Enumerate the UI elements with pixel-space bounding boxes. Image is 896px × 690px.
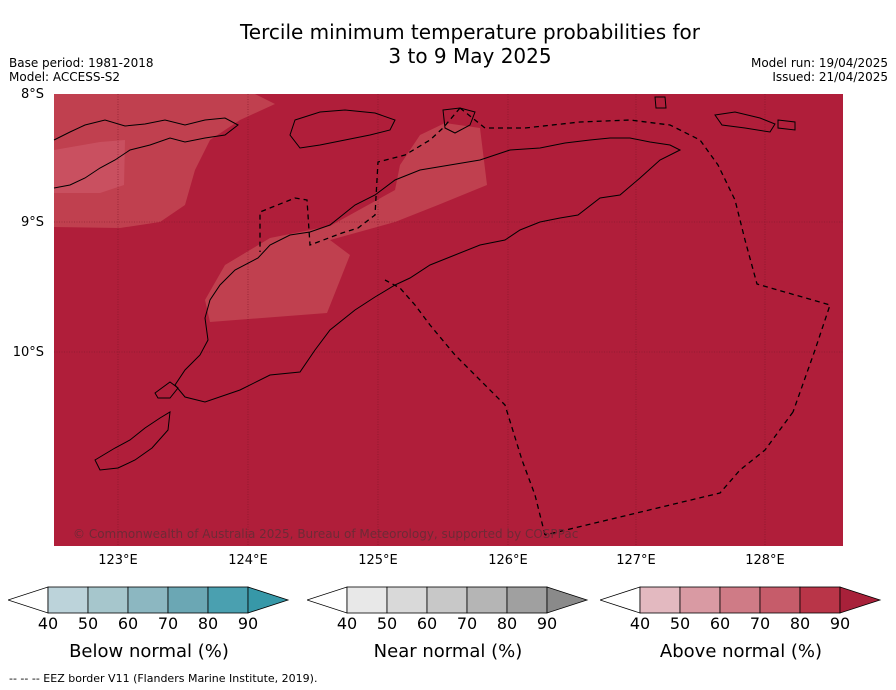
colorbar-title-below: Below normal (%) xyxy=(69,641,229,662)
lon-label-123e: 123°E xyxy=(98,553,138,568)
colorbar-tick-label: 80 xyxy=(496,614,518,633)
colorbar-segment xyxy=(47,586,89,614)
colorbar-right-arrow xyxy=(247,586,290,614)
title-line-2: 3 to 9 May 2025 xyxy=(388,44,552,68)
eez-border-diag xyxy=(384,279,546,536)
colorbar-segment xyxy=(127,586,169,614)
colorbar-tick-label: 40 xyxy=(629,614,651,633)
lon-label-124e: 124°E xyxy=(228,553,268,568)
flores-coastline xyxy=(53,117,239,189)
model-name: Model: ACCESS-S2 xyxy=(9,70,121,84)
eez-border-south xyxy=(544,411,794,536)
lighter-zone-east xyxy=(205,123,487,322)
colorbar-segment xyxy=(207,586,249,614)
colorbar-right-arrow xyxy=(839,586,882,614)
colorbar-tick-label: 40 xyxy=(37,614,59,633)
colorbar-tick-label: 90 xyxy=(829,614,851,633)
rote-coastline xyxy=(154,381,179,399)
colorbar-tick-label: 70 xyxy=(749,614,771,633)
lat-label-9s: 9°S xyxy=(20,215,44,230)
colorbar-segment xyxy=(386,586,428,614)
eez-borders xyxy=(259,107,831,536)
colorbar-segment xyxy=(167,586,209,614)
colorbar-below-normal xyxy=(8,586,290,616)
colorbar-segment xyxy=(679,586,721,614)
colorbar-title-above: Above normal (%) xyxy=(659,641,823,662)
island-east-coastline xyxy=(777,119,796,131)
colorbar-left-arrow xyxy=(8,586,49,614)
colorbar-title-near: Near normal (%) xyxy=(373,641,523,662)
tanimbar-coastline xyxy=(714,111,776,133)
copyright-credit: © Commonwealth of Australia 2025, Bureau… xyxy=(73,527,579,541)
lightest-zone-west xyxy=(54,140,125,193)
colorbar-tick-label: 90 xyxy=(536,614,558,633)
colorbar-tick-label: 80 xyxy=(197,614,219,633)
colorbar-tick-label: 60 xyxy=(416,614,438,633)
lon-label-125e: 125°E xyxy=(358,553,398,568)
island-small-coastline xyxy=(654,96,667,109)
map xyxy=(53,94,843,546)
base-period: Base period: 1981-2018 xyxy=(9,56,154,70)
colorbar-tick-label: 50 xyxy=(669,614,691,633)
colorbar-tick-label: 80 xyxy=(789,614,811,633)
colorbar-tick-label: 40 xyxy=(336,614,358,633)
colorbar-segment xyxy=(346,586,388,614)
colorbar-right-arrow xyxy=(546,586,589,614)
meta-right: Model run: 19/04/2025 Issued: 21/04/2025 xyxy=(751,56,888,84)
title-line-1: Tercile minimum temperature probabilitie… xyxy=(239,20,701,44)
colorbar-tick-label: 50 xyxy=(376,614,398,633)
colorbar-left-arrow xyxy=(307,586,348,614)
colorbar-tick-label: 70 xyxy=(157,614,179,633)
lon-label-127e: 127°E xyxy=(616,553,656,568)
colorbar-segment xyxy=(426,586,468,614)
colorbar-tick-label: 50 xyxy=(77,614,99,633)
colorbar-tick-label: 70 xyxy=(456,614,478,633)
timor-coastline xyxy=(174,137,682,403)
colorbar-near-normal xyxy=(307,586,589,616)
chart-title: Tercile minimum temperature probabilitie… xyxy=(0,20,896,68)
lon-label-126e: 126°E xyxy=(488,553,528,568)
eez-border-north xyxy=(259,107,461,252)
colorbar-segment xyxy=(639,586,681,614)
meta-left: Base period: 1981-2018 Model: ACCESS-S2 xyxy=(9,56,154,84)
issued-date: Issued: 21/04/2025 xyxy=(772,70,888,84)
colorbar-segment xyxy=(719,586,761,614)
alor-coastline xyxy=(289,109,396,149)
model-run: Model run: 19/04/2025 xyxy=(750,56,888,70)
lon-label-128e: 128°E xyxy=(745,553,785,568)
sumba-coastline xyxy=(94,411,171,471)
colorbar-segment xyxy=(506,586,548,614)
colorbar-above-normal xyxy=(600,586,882,616)
lat-label-8s: 8°S xyxy=(20,87,44,102)
colorbar-left-arrow xyxy=(600,586,641,614)
colorbar-tick-label: 60 xyxy=(709,614,731,633)
colorbar-segment xyxy=(759,586,801,614)
lat-label-10s: 10°S xyxy=(12,345,44,360)
colorbar-segment xyxy=(87,586,129,614)
colorbar-segment xyxy=(466,586,508,614)
colorbar-segment xyxy=(799,586,841,614)
eez-border-main xyxy=(459,107,831,413)
lighter-zone-west xyxy=(54,94,275,228)
coastlines xyxy=(53,96,796,471)
colorbar-tick-label: 60 xyxy=(117,614,139,633)
eez-footnote: -- -- -- EEZ border V11 (Flanders Marine… xyxy=(9,672,318,685)
colorbar-tick-label: 90 xyxy=(237,614,259,633)
